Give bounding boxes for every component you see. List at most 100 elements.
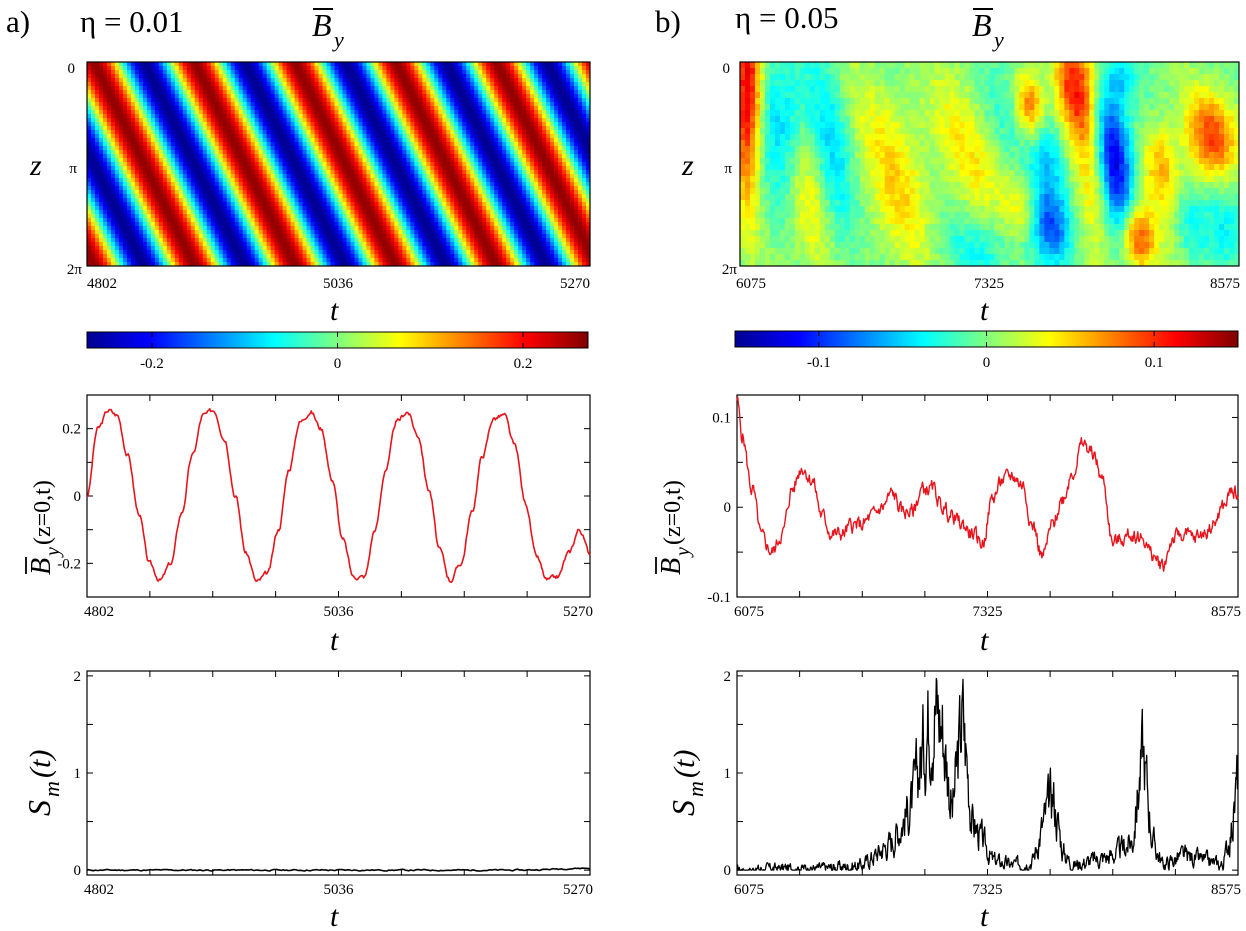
- heatmap-cell: [230, 154, 236, 159]
- heatmap-cell: [174, 198, 180, 203]
- heatmap-cell: [298, 162, 304, 167]
- heatmap-cell: [302, 182, 308, 187]
- heatmap-cell: [358, 70, 364, 75]
- heatmap-cell: [522, 78, 527, 83]
- heatmap-cell: [538, 78, 543, 83]
- heatmap-cell: [154, 182, 160, 187]
- heatmap-cell: [266, 138, 272, 143]
- heatmap-cell: [454, 190, 459, 195]
- heatmap-cell: [162, 86, 168, 91]
- heatmap-cell: [210, 134, 216, 139]
- heatmap-cell: [390, 62, 395, 67]
- heatmap-cell: [354, 146, 360, 151]
- heatmap-cell: [174, 110, 180, 115]
- heatmap-cell: [186, 106, 192, 111]
- heatmap-cell: [258, 218, 264, 223]
- heatmap-cell: [422, 146, 427, 151]
- heatmap-cell: [506, 106, 511, 111]
- heatmap-cell: [134, 122, 140, 127]
- heatmap-cell: [462, 62, 467, 67]
- heatmap-cell: [138, 138, 144, 143]
- heatmap-cell: [446, 122, 451, 127]
- heatmap-cell: [486, 82, 491, 87]
- heatmap-cell: [226, 126, 232, 131]
- heatmap-cell: [482, 134, 487, 139]
- heatmap-cell: [254, 178, 260, 183]
- heatmap-cell: [87, 122, 92, 127]
- heatmap-cell: [202, 82, 208, 87]
- heatmap-cell: [534, 130, 539, 135]
- heatmap-cell: [214, 134, 220, 139]
- heatmap-cell: [282, 190, 288, 195]
- heatmap-cell: [418, 82, 423, 87]
- heatmap-cell: [322, 118, 328, 123]
- heatmap-cell: [462, 206, 467, 211]
- heatmap-cell: [354, 86, 360, 91]
- heatmap-cell: [190, 186, 196, 191]
- heatmap-cell: [402, 190, 407, 195]
- heatmap-cell: [190, 70, 196, 75]
- heatmap-cell: [454, 62, 459, 67]
- heatmap-cell: [214, 154, 220, 159]
- heatmap-cell: [414, 126, 419, 131]
- heatmap-cell: [142, 150, 148, 155]
- heatmap-cell: [146, 214, 152, 219]
- heatmap-cell: [426, 202, 431, 207]
- heatmap-cell: [158, 126, 164, 131]
- heatmap-cell: [422, 186, 427, 191]
- heatmap-cell: [374, 62, 380, 67]
- heatmap-cell: [214, 218, 220, 223]
- heatmap-cell: [218, 146, 224, 151]
- heatmap-cell: [586, 202, 590, 207]
- heatmap-cell: [366, 186, 372, 191]
- heatmap-cell: [458, 158, 463, 163]
- heatmap-cell: [138, 146, 144, 151]
- heatmap-cell: [146, 78, 152, 83]
- heatmap-cell: [506, 74, 511, 79]
- heatmap-cell: [222, 194, 228, 199]
- heatmap-cell: [114, 186, 120, 191]
- heatmap-cell: [274, 178, 280, 183]
- heatmap-cell: [238, 146, 244, 151]
- heatmap-cell: [458, 86, 463, 91]
- heatmap-cell: [170, 186, 176, 191]
- heatmap-cell: [386, 130, 391, 135]
- heatmap-cell: [122, 162, 128, 167]
- heatmap-cell: [446, 130, 451, 135]
- heatmap-cell: [250, 94, 256, 99]
- heatmap-cell: [106, 166, 112, 171]
- heatmap-cell: [338, 182, 344, 187]
- heatmap-cell: [466, 62, 471, 67]
- heatmap-cell: [170, 62, 176, 67]
- heatmap-cell: [366, 174, 372, 179]
- heatmap-cell: [418, 122, 423, 127]
- heatmap-cell: [322, 114, 328, 119]
- heatmap-cell: [462, 202, 467, 207]
- heatmap-cell: [118, 150, 124, 155]
- heatmap-cell: [410, 174, 415, 179]
- heatmap-cell: [126, 194, 132, 199]
- heatmap-cell: [582, 178, 587, 183]
- heatmap-cell: [226, 106, 232, 111]
- heatmap-cell: [330, 146, 336, 151]
- heatmap-cell: [170, 90, 176, 95]
- heatmap-cell: [334, 218, 340, 223]
- heatmap-cell: [178, 90, 184, 95]
- heatmap-cell: [194, 78, 200, 83]
- heatmap-cell: [106, 186, 112, 191]
- heatmap-cell: [130, 102, 136, 107]
- heatmap-cell: [574, 182, 579, 187]
- heatmap-cell: [566, 142, 571, 147]
- heatmap-cell: [502, 106, 507, 111]
- heatmap-cell: [258, 62, 264, 67]
- heatmap-cell: [562, 198, 567, 203]
- heatmap-cell: [422, 70, 427, 75]
- heatmap-cell: [142, 70, 148, 75]
- heatmap-cell: [150, 210, 156, 215]
- heatmap-cell: [90, 142, 96, 147]
- heatmap-cell: [458, 114, 463, 119]
- heatmap-cell: [354, 138, 360, 143]
- heatmap-cell: [326, 214, 332, 219]
- heatmap-cell: [442, 138, 447, 143]
- heatmap-cell: [102, 138, 108, 143]
